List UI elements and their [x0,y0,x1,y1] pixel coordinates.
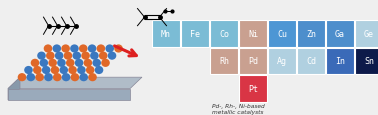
Circle shape [70,45,79,53]
Text: Zn: Zn [306,30,316,39]
Circle shape [26,73,35,82]
Bar [297,48,325,75]
Circle shape [108,52,116,60]
Circle shape [77,66,86,74]
Text: Pt: Pt [248,84,258,93]
Circle shape [75,59,84,67]
Circle shape [18,73,26,82]
Text: Ni: Ni [248,30,258,39]
Circle shape [99,52,107,60]
Text: Rh: Rh [219,57,229,66]
Polygon shape [8,78,142,89]
Circle shape [48,59,57,67]
Bar [210,48,238,75]
Circle shape [84,59,92,67]
Bar [210,21,238,47]
Text: Pd: Pd [248,57,258,66]
Circle shape [66,59,74,67]
Circle shape [86,66,94,74]
Text: Cu: Cu [277,30,287,39]
Circle shape [95,66,103,74]
Circle shape [62,73,70,82]
Circle shape [53,45,61,53]
Bar [181,21,209,47]
Circle shape [68,66,77,74]
Circle shape [51,66,59,74]
Text: Sn: Sn [364,57,374,66]
Circle shape [71,73,79,82]
Circle shape [79,45,88,53]
Bar [239,48,267,75]
Polygon shape [8,89,130,100]
Bar [239,76,267,102]
Circle shape [101,59,110,67]
Circle shape [59,66,68,74]
Bar [268,21,296,47]
Circle shape [90,52,99,60]
Circle shape [114,45,123,53]
Bar [355,21,378,47]
Circle shape [44,73,53,82]
Bar [326,21,354,47]
Bar [152,21,180,47]
Circle shape [55,52,64,60]
Text: Mn: Mn [161,30,171,39]
Bar [268,48,296,75]
Circle shape [37,52,46,60]
Circle shape [42,66,50,74]
Circle shape [97,45,105,53]
Circle shape [24,66,33,74]
Circle shape [92,59,101,67]
Bar [326,48,354,75]
Text: Fe: Fe [190,30,200,39]
Bar [297,21,325,47]
Polygon shape [8,78,20,100]
Text: Ag: Ag [277,57,287,66]
Text: Ge: Ge [364,30,374,39]
Text: In: In [335,57,345,66]
Circle shape [40,59,48,67]
Circle shape [73,52,81,60]
Circle shape [79,73,88,82]
Text: Cd: Cd [306,57,316,66]
Bar [355,48,378,75]
Circle shape [33,66,42,74]
Circle shape [53,73,62,82]
Text: Pd-, Rh-, Ni-based
metallic catalysts: Pd-, Rh-, Ni-based metallic catalysts [212,103,265,114]
Bar [239,21,267,47]
Circle shape [35,73,44,82]
Circle shape [57,59,66,67]
Circle shape [46,52,54,60]
Circle shape [44,45,52,53]
Text: Ga: Ga [335,30,345,39]
FancyArrowPatch shape [115,46,136,56]
Circle shape [61,45,70,53]
Circle shape [81,52,90,60]
Circle shape [88,73,97,82]
Circle shape [88,45,96,53]
Circle shape [64,52,72,60]
Text: Co: Co [219,30,229,39]
Circle shape [31,59,39,67]
Circle shape [105,45,114,53]
